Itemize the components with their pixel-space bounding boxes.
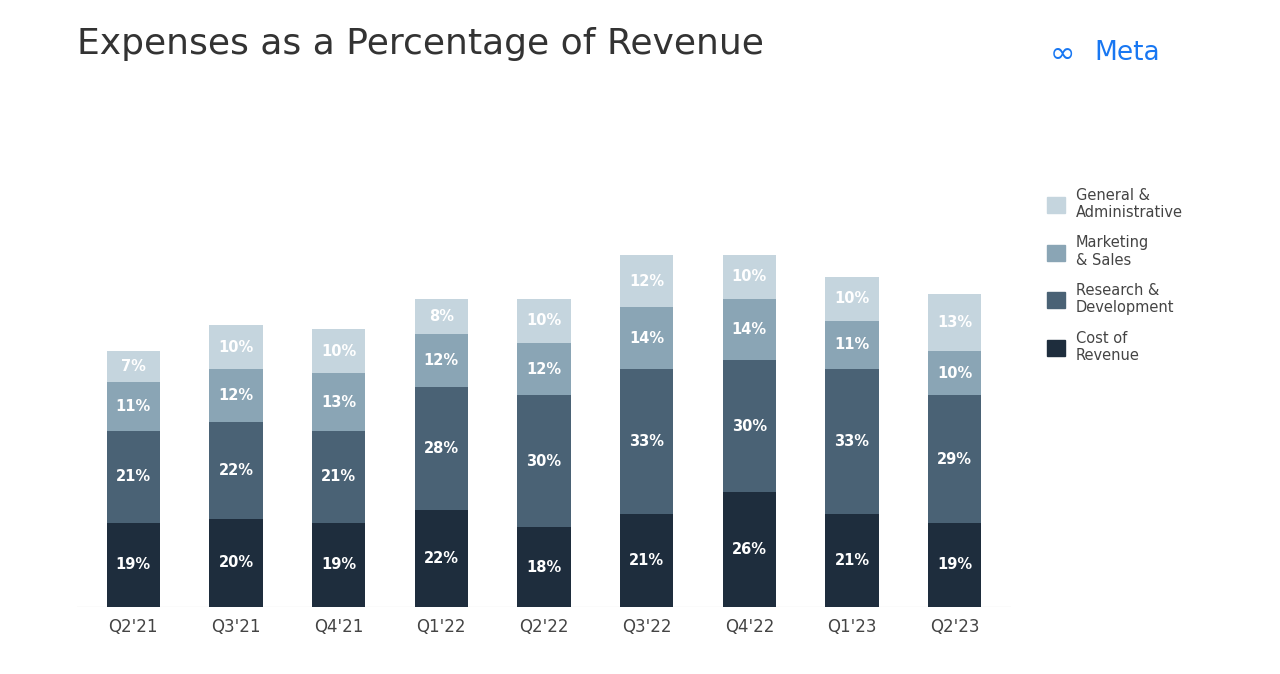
Bar (826, 321, 879, 369)
Bar (723, 255, 776, 299)
Bar (517, 299, 571, 342)
Legend: General &
Administrative, Marketing
& Sales, Research &
Development, Cost of
Rev: General & Administrative, Marketing & Sa… (1047, 187, 1183, 363)
Bar (106, 431, 160, 523)
Bar (415, 387, 468, 510)
Bar (620, 514, 673, 607)
Text: 7%: 7% (120, 359, 146, 374)
Bar (826, 514, 879, 607)
Text: 10%: 10% (219, 340, 253, 355)
Text: 30%: 30% (732, 419, 767, 434)
Bar (312, 431, 365, 523)
Text: 13%: 13% (321, 394, 356, 410)
Text: 19%: 19% (937, 557, 973, 572)
Bar (928, 396, 982, 523)
Text: 18%: 18% (526, 559, 562, 574)
Text: 10%: 10% (526, 313, 562, 328)
Text: 21%: 21% (115, 469, 151, 485)
Bar (106, 351, 160, 382)
Text: 12%: 12% (219, 388, 253, 403)
Bar (620, 255, 673, 307)
Bar (928, 351, 982, 396)
Text: 13%: 13% (937, 315, 973, 330)
Text: 21%: 21% (321, 469, 356, 485)
Bar (620, 307, 673, 369)
Text: 33%: 33% (835, 434, 869, 449)
Bar (517, 528, 571, 607)
Bar (312, 373, 365, 431)
Bar (312, 523, 365, 607)
Bar (209, 518, 262, 607)
Text: 14%: 14% (628, 331, 664, 346)
Text: 12%: 12% (628, 274, 664, 288)
Text: 10%: 10% (732, 269, 767, 284)
Bar (826, 277, 879, 321)
Text: 22%: 22% (424, 551, 458, 565)
Text: 12%: 12% (424, 353, 460, 368)
Bar (620, 369, 673, 514)
Text: Expenses as a Percentage of Revenue: Expenses as a Percentage of Revenue (77, 27, 764, 61)
Text: 21%: 21% (628, 553, 664, 568)
Text: Meta: Meta (1094, 40, 1160, 67)
Text: 19%: 19% (321, 557, 356, 572)
Bar (106, 523, 160, 607)
Text: 29%: 29% (937, 452, 973, 466)
Text: 21%: 21% (835, 553, 869, 568)
Text: 14%: 14% (732, 322, 767, 337)
Text: 20%: 20% (219, 555, 253, 570)
Bar (415, 334, 468, 387)
Bar (415, 510, 468, 607)
Bar (312, 330, 365, 373)
Bar (928, 295, 982, 351)
Bar (517, 342, 571, 396)
Text: 19%: 19% (115, 557, 151, 572)
Bar (517, 396, 571, 528)
Text: 11%: 11% (835, 338, 869, 353)
Text: 10%: 10% (835, 291, 869, 306)
Bar (723, 361, 776, 492)
Text: 28%: 28% (424, 441, 460, 456)
Text: ∞: ∞ (1050, 40, 1075, 69)
Text: 22%: 22% (219, 463, 253, 478)
Bar (928, 523, 982, 607)
Bar (723, 492, 776, 607)
Text: 11%: 11% (115, 399, 151, 414)
Bar (209, 422, 262, 518)
Bar (209, 325, 262, 369)
Bar (723, 299, 776, 361)
Text: 12%: 12% (526, 361, 562, 377)
Text: 10%: 10% (937, 366, 973, 381)
Bar (106, 382, 160, 431)
Bar (826, 369, 879, 514)
Bar (415, 299, 468, 334)
Text: 30%: 30% (526, 454, 562, 469)
Text: 8%: 8% (429, 309, 454, 324)
Text: 10%: 10% (321, 344, 356, 359)
Bar (209, 369, 262, 422)
Text: 33%: 33% (630, 434, 664, 449)
Text: 26%: 26% (732, 542, 767, 557)
